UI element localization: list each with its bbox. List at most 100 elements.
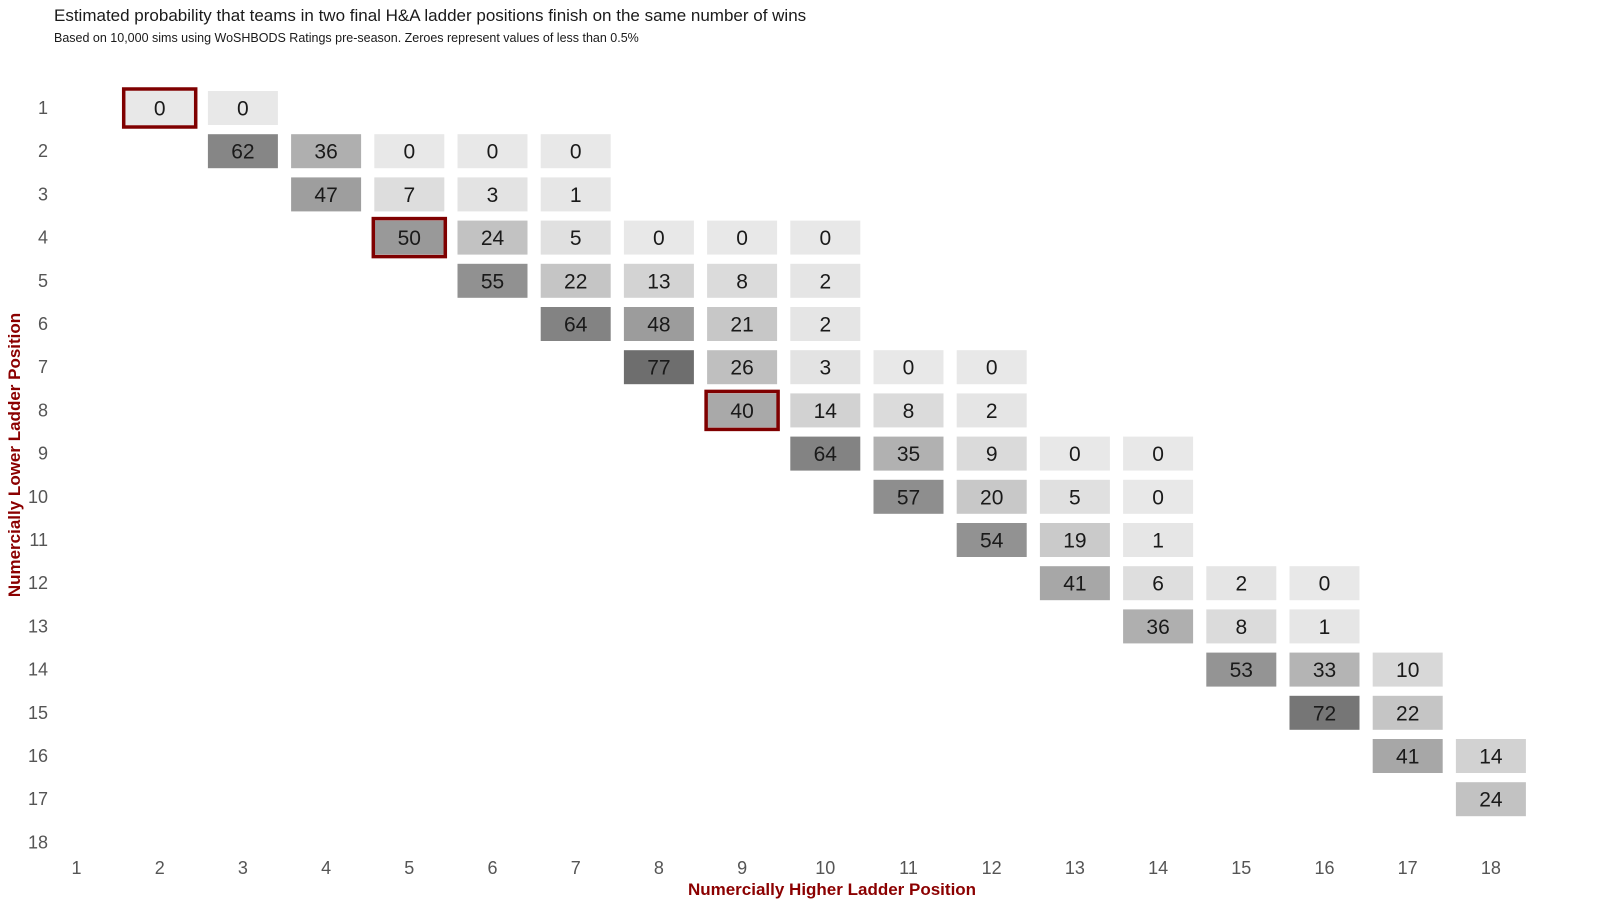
cell-value-label: 35 <box>897 443 920 466</box>
heatmap-cell <box>124 91 195 125</box>
cell-value-label: 10 <box>1396 659 1419 682</box>
heatmap-cell <box>457 134 528 169</box>
x-tick-label: 6 <box>487 858 497 878</box>
cell-value-label: 2 <box>819 314 831 337</box>
cell-value-label: 3 <box>487 184 499 207</box>
y-tick-label: 4 <box>38 228 48 248</box>
heatmap-cell <box>1372 739 1443 773</box>
x-tick-label: 13 <box>1065 858 1085 878</box>
heatmap-cell <box>1455 739 1526 773</box>
heatmap-cell <box>1123 609 1194 644</box>
x-tick-label: 11 <box>899 858 918 878</box>
heatmap-cell <box>1123 479 1194 514</box>
cell-value-label: 19 <box>1063 530 1086 553</box>
heatmap-cell <box>374 220 445 255</box>
x-axis-ticks: 1 2 3 4 5 6 7 8 9 10 11 12 13 14 15 16 17 18 <box>71 858 1500 878</box>
heatmap-cell <box>1039 566 1110 601</box>
y-tick-label: 1 <box>38 98 48 118</box>
cell-value-label: 14 <box>1479 746 1503 769</box>
heatmap-cell <box>540 134 611 169</box>
cell-value-label: 0 <box>154 98 166 121</box>
cell-value-label: 57 <box>897 486 920 509</box>
cell-value-label: 41 <box>1063 573 1086 596</box>
heatmap-cell <box>1289 609 1360 644</box>
y-tick-label: 7 <box>38 357 48 377</box>
cell-value-label: 64 <box>814 443 838 466</box>
heatmap-cell <box>540 220 611 255</box>
heatmap-cell <box>457 177 528 212</box>
cell-value-label: 9 <box>986 443 998 466</box>
chart-title: Estimated probability that teams in two … <box>54 6 807 25</box>
heatmap-cell <box>1372 695 1443 730</box>
heatmap-cell <box>623 307 694 341</box>
heatmap-cell <box>873 479 944 514</box>
cell-value-label: 64 <box>564 314 588 337</box>
y-tick-label: 13 <box>28 616 48 636</box>
cell-value-label: 22 <box>564 270 587 293</box>
cell-value-label: 0 <box>403 141 415 164</box>
heatmap-cell <box>790 393 861 428</box>
cell-value-label: 0 <box>1319 573 1331 596</box>
heatmap-cell <box>790 436 861 471</box>
cell-value-label: 40 <box>730 400 753 423</box>
heatmap-cell <box>790 263 861 298</box>
heatmap-cell <box>956 350 1027 385</box>
heatmap-cell <box>956 436 1027 471</box>
y-tick-label: 6 <box>38 314 48 334</box>
cell-value-label: 72 <box>1313 702 1336 725</box>
cell-value-label: 0 <box>903 357 915 380</box>
x-tick-label: 15 <box>1231 858 1251 878</box>
heatmap-cell <box>873 393 944 428</box>
cell-value-label: 6 <box>1152 573 1164 596</box>
y-tick-label: 5 <box>38 271 48 291</box>
heatmap-cell <box>1289 566 1360 601</box>
heatmap-cell <box>956 393 1027 428</box>
x-tick-label: 12 <box>982 858 1002 878</box>
x-tick-label: 10 <box>815 858 835 878</box>
cell-value-label: 1 <box>1319 616 1331 639</box>
x-tick-label: 7 <box>571 858 581 878</box>
cell-value-label: 41 <box>1396 746 1419 769</box>
cell-value-label: 0 <box>1069 443 1081 466</box>
heatmap-cell <box>1206 652 1277 687</box>
cell-value-label: 50 <box>398 227 421 250</box>
chart-subtitle: Based on 10,000 sims using WoSHBODS Rati… <box>54 31 639 45</box>
cell-value-label: 7 <box>403 184 415 207</box>
highlight-box <box>704 389 780 432</box>
heatmap-cell <box>1289 695 1360 730</box>
cell-value-label: 0 <box>819 227 831 250</box>
y-tick-label: 14 <box>28 660 48 680</box>
x-tick-label: 9 <box>737 858 747 878</box>
x-tick-label: 16 <box>1314 858 1334 878</box>
y-tick-label: 16 <box>28 746 48 766</box>
cell-value-label: 2 <box>986 400 998 423</box>
heatmap-cell <box>790 350 861 385</box>
heatmap-cell <box>707 307 778 341</box>
heatmap-cell <box>457 263 528 298</box>
heatmap-cell <box>707 220 778 255</box>
cell-value-label: 21 <box>730 314 753 337</box>
heatmap-cell <box>1039 479 1110 514</box>
x-tick-label: 8 <box>654 858 664 878</box>
cell-value-label: 0 <box>653 227 665 250</box>
heatmap-cell <box>707 263 778 298</box>
heatmap-cell <box>1289 652 1360 687</box>
heatmap-cell <box>873 436 944 471</box>
highlight-box <box>121 87 198 129</box>
heatmap-cell <box>1039 436 1110 471</box>
heatmap-cell <box>1206 566 1277 601</box>
cell-value-label: 24 <box>1479 789 1503 812</box>
x-axis-title: Numercially Higher Ladder Position <box>688 880 976 899</box>
cell-value-label: 47 <box>314 184 337 207</box>
heatmap-cell <box>291 177 362 212</box>
y-tick-label: 12 <box>28 573 48 593</box>
cell-value-label: 0 <box>487 141 499 164</box>
heatmap-cell <box>707 350 778 385</box>
y-tick-label: 15 <box>28 703 48 723</box>
cell-value-label: 14 <box>814 400 838 423</box>
highlight-boxes <box>121 87 780 432</box>
cell-value-label: 36 <box>1146 616 1169 639</box>
x-tick-label: 5 <box>404 858 414 878</box>
heatmap-cell <box>207 134 278 169</box>
cell-value-label: 55 <box>481 270 504 293</box>
